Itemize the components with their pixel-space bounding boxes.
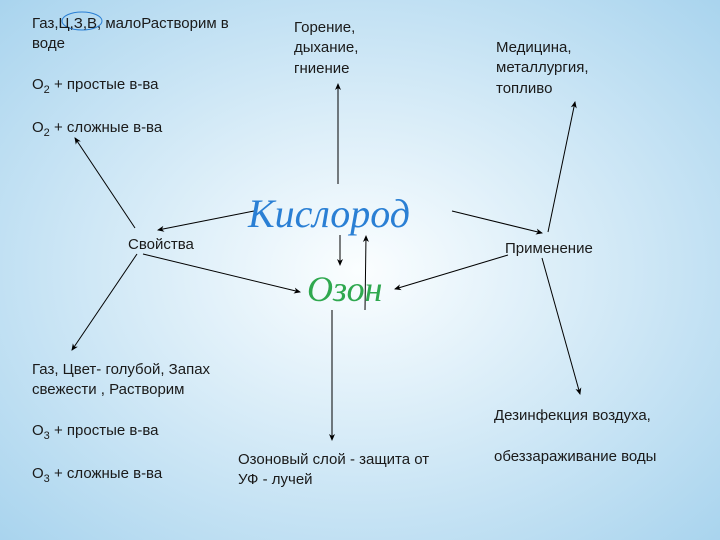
title-oxygen: Кислород (248, 190, 410, 237)
arrow (158, 211, 254, 230)
arrow (452, 211, 542, 233)
block-top-left: Газ,Ц,З,В, малоРастворим в водеО2 + прос… (32, 14, 232, 141)
arrow (143, 254, 300, 292)
title-ozone-text: Озон (307, 269, 382, 309)
arrow (395, 255, 508, 289)
title-ozone: Озон (307, 268, 382, 310)
label-application: Применение (505, 239, 593, 259)
block-top-center: Горение, дыхание, гниение (294, 18, 414, 79)
label-properties: Свойства (128, 235, 194, 255)
label-properties-text: Свойства (128, 236, 194, 253)
block-top-right: Медицина, металлургия, топливо (496, 38, 646, 99)
title-oxygen-text: Кислород (248, 191, 410, 236)
block-bottom-right: Дезинфекция воздуха,обеззараживание воды (494, 406, 664, 467)
label-application-text: Применение (505, 240, 593, 257)
arrow (548, 102, 575, 232)
block-bottom-left: Газ, Цвет- голубой, Запах свежести , Рас… (32, 360, 232, 487)
arrow (75, 138, 135, 228)
block-bottom-center: Озоновый слой - защита от УФ - лучей (238, 450, 438, 491)
arrow (72, 254, 137, 350)
arrow (542, 258, 580, 394)
